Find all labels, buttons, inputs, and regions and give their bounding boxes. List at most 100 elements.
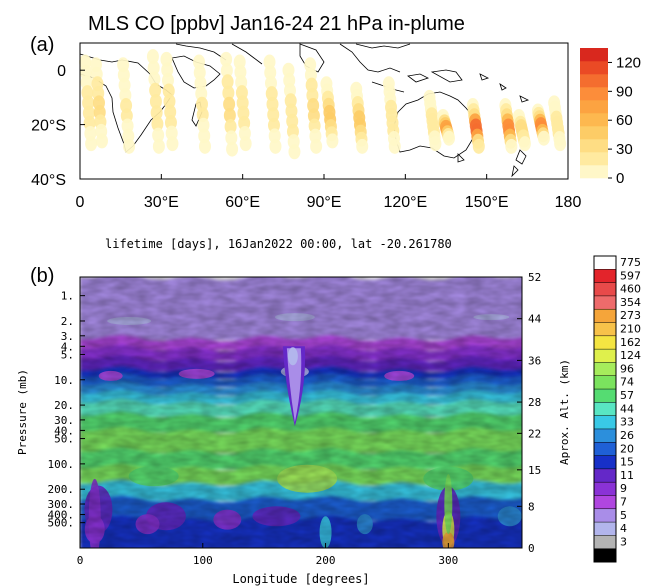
a-xtick-label: 180 [555,194,582,211]
panel-a-y-axis: 0 20°S 40°S [31,63,85,189]
a-colorbar-swatch [580,113,608,127]
plume-sample-dot [356,138,369,154]
b-colorbar-swatch [594,375,616,390]
plume-sample-dot [198,138,211,154]
b-colorbar-label: 5 [620,509,627,522]
b-y2tick-label: 44 [528,313,542,326]
plume-sample-dot [85,136,98,152]
b-colorbar-label: 15 [620,456,634,469]
plume-sample-dot [166,136,179,152]
b-xtick-label: 200 [316,554,336,567]
b-colorbar-swatch [594,295,616,310]
plume-core [287,347,298,366]
b-colorbar-swatch [594,482,616,496]
plume-sample-dot [220,51,233,67]
plume-sample-dot [269,138,282,154]
plume-sample-dot [442,130,455,146]
b-colorbar-swatch [594,495,616,510]
plume-sample-dot [239,136,252,152]
b-xtick-label: 300 [438,554,458,567]
coastline-map [79,43,530,178]
plume-sample-dot [518,136,531,152]
plume-sample-dot [146,49,159,65]
b-colorbar-swatch [594,349,616,363]
panel-b-y2label: Aprox. Alt. (km) [558,359,571,465]
panel-a-label: (a) [30,34,54,56]
a-colorbar-label: 30 [616,141,633,158]
panel-b-altitude-axis: 0 8 15 22 28 36 44 52 [517,271,542,555]
b-ytick-label: 400. [48,509,75,522]
b-colorbar-label: 9 [620,482,627,495]
panel-b-x-axis: 0 100 200 300 [77,543,458,567]
b-colorbar-label: 124 [620,349,641,362]
b-colorbar-swatch [594,256,616,270]
b-colorbar-swatch [594,309,616,323]
a-colorbar-label: 60 [616,112,633,129]
plume-sample-dot [326,133,339,149]
panel-b-title: lifetime [days], 16Jan2022 00:00, lat -2… [105,237,452,251]
panel-b-label: (b) [30,265,54,287]
plume-sample-dot [152,138,165,154]
hunga-plume [282,346,306,427]
b-ytick-label: 40. [54,424,74,437]
b-colorbar-swatch [594,428,616,443]
plume-sample-dot [151,116,164,132]
plume-sample-dot [288,144,301,160]
plume-sample-dot [220,63,233,79]
b-ytick-label: 500. [48,517,75,530]
b-colorbar-label: 354 [620,296,641,309]
b-y2tick-label: 52 [528,271,541,284]
panel-b-ylabel: Pressure (mb) [16,369,29,455]
b-colorbar-label: 775 [620,256,641,269]
b-ytick-label: 10. [54,374,74,387]
b-colorbar-swatch [594,548,616,563]
a-xtick-label: 30°E [144,194,179,211]
plume-sample-dot [150,105,163,121]
b-y2tick-label: 22 [528,427,541,440]
a-ytick-label: 20°S [31,118,66,135]
b-colorbar-swatch [594,269,616,283]
a-xtick-label: 120°E [383,194,427,211]
b-colorbar-label: 20 [620,442,634,455]
b-colorbar-label: 597 [620,269,641,282]
plume-observation-tracks [79,49,567,160]
b-xtick-label: 100 [193,554,213,567]
a-colorbar-swatch [580,87,608,101]
b-colorbar-label: 57 [620,389,634,402]
panel-a-x-axis: 0 30°E 60°E 90°E 120°E 150°E 180 [76,174,582,211]
plume-sample-dot [505,138,518,154]
lifetime-patches [80,277,522,548]
plume-sample-dot [223,96,236,112]
plume-sample-dot [223,107,236,123]
b-y2tick-label: 15 [528,464,541,477]
b-xtick-label: 0 [77,554,84,567]
plume-sample-dot [149,82,162,98]
a-xtick-label: 60°E [225,194,260,211]
plume-sample-dot [222,85,235,101]
b-colorbar-swatch [594,522,616,536]
a-ytick-label: 0 [57,63,66,80]
a-colorbar-label: 90 [616,83,633,100]
panel-a-colorbar: 0 30 60 90 120 [580,48,641,187]
b-ytick-label: 2. [61,315,74,328]
plume-sample-dot [310,138,323,154]
b-ytick-label: 3. [61,330,74,343]
b-colorbar-frame [593,255,617,563]
a-colorbar-label: 0 [616,170,624,187]
b-ytick-label: 200. [48,483,75,496]
b-colorbar-label: 3 [620,535,627,548]
b-ytick-label: 100. [48,458,75,471]
a-colorbar-swatch [580,126,608,140]
b-colorbar-swatch [594,389,616,403]
b-ytick-label: 50. [54,433,74,446]
b-colorbar-swatch [594,282,616,297]
b-colorbar-swatch [594,442,616,456]
b-colorbar-label: 162 [620,336,641,349]
panel-b-pressure-axis: 1. 2. 3.4.5. 10. 20. 30.40.50. 100. 200. 300.400… [48,290,85,530]
a-colorbar-swatch [580,165,608,179]
lifetime-texture [80,277,522,548]
a-colorbar-swatch [580,100,608,114]
a-xtick-label: 90°E [307,194,342,211]
plume-sample-dot [224,119,237,135]
